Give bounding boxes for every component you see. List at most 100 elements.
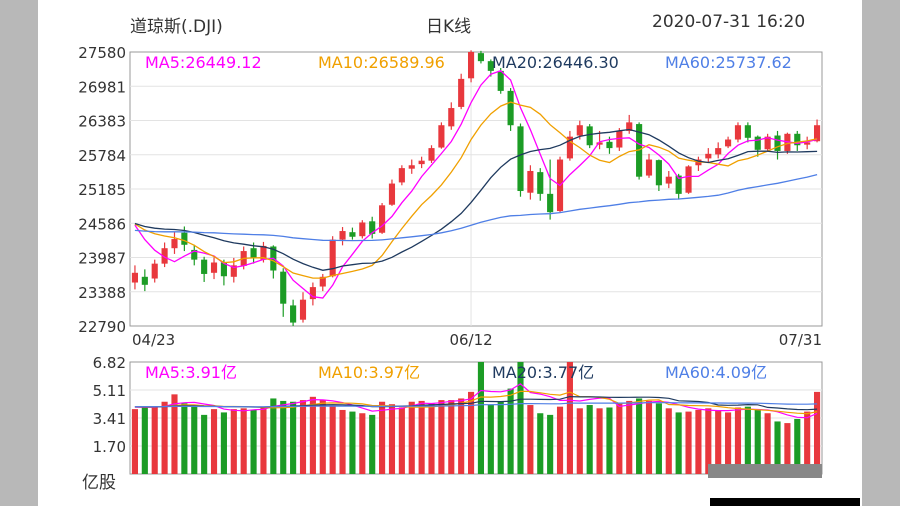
volume-bar (290, 401, 297, 474)
candle-body (250, 248, 257, 259)
volume-bar (131, 409, 139, 474)
candle-body (428, 148, 435, 161)
volume-bar (705, 408, 712, 474)
candle-body (734, 125, 742, 140)
volume-bar (141, 407, 148, 474)
candle-body (576, 125, 583, 136)
price-ma20-line (134, 128, 818, 271)
volume-bar (161, 401, 168, 474)
volume-bar (477, 362, 485, 474)
candle-body (487, 61, 494, 71)
candle-body (813, 125, 821, 142)
candle-body (586, 126, 593, 146)
price-ma5-line (134, 70, 818, 299)
volume-y-tick-label: 5.11 (93, 382, 126, 400)
volume-bar (596, 408, 603, 474)
volume-y-tick-label: 6.82 (93, 354, 126, 372)
volume-bar (458, 398, 465, 474)
volume-bar (339, 409, 346, 474)
candle-body (359, 222, 366, 237)
price-y-tick-label: 23388 (78, 284, 126, 302)
candle-body (467, 52, 475, 79)
volume-bar (754, 409, 761, 474)
candle-body (685, 166, 692, 193)
volume-bar (734, 407, 742, 474)
volume-bar (794, 418, 801, 474)
volume-bar (487, 405, 494, 474)
price-y-tick-label: 27580 (78, 44, 126, 62)
price-ma10-line (134, 101, 818, 279)
candle-body (794, 133, 801, 146)
volume-bar (240, 408, 247, 474)
volume-bar (151, 406, 158, 474)
period-label[interactable]: 日K线 (426, 17, 472, 37)
volume-overlay-strip (708, 464, 822, 478)
volume-bar (309, 396, 316, 474)
candle-body (161, 248, 168, 264)
candle-body (191, 249, 198, 260)
candle-body (141, 276, 148, 285)
candle-body (616, 130, 623, 148)
candle-body (210, 262, 218, 273)
candle-body (339, 231, 346, 240)
volume-unit-label: 亿股 (82, 473, 116, 493)
volume-bar (467, 391, 475, 474)
candle-body (477, 53, 485, 62)
volume-bar (171, 394, 178, 474)
volume-bar (645, 400, 653, 474)
volume-bar (428, 403, 435, 474)
volume-bar (527, 405, 534, 474)
candle-body (596, 142, 603, 145)
candle-body (388, 183, 396, 205)
volume-bar (408, 401, 415, 474)
price-y-tick-label: 25185 (78, 181, 126, 199)
candle-body (705, 153, 712, 159)
candle-body (290, 305, 297, 323)
price-ma-legend: MA10:26589.96 (318, 53, 445, 72)
volume-bar (201, 414, 208, 474)
price-ma-legend: MA5:26449.12 (145, 53, 262, 72)
candle-body (566, 136, 573, 159)
volume-bar (359, 413, 366, 474)
volume-bar (270, 398, 277, 474)
volume-ma60-line (134, 402, 818, 408)
volume-bar (230, 409, 237, 474)
volume-bar (388, 404, 396, 474)
volume-bar (616, 403, 623, 474)
candle-body (764, 136, 771, 150)
candle-body (230, 265, 237, 277)
candle-body (201, 259, 208, 274)
volume-ma-legend: MA5:3.91亿 (145, 363, 237, 382)
volume-bar (695, 409, 702, 474)
candle-body (744, 125, 751, 138)
candle-body (804, 142, 811, 145)
candle-body (547, 193, 554, 213)
candle-body (379, 205, 386, 233)
candle-body (448, 108, 455, 127)
candle-body (309, 287, 316, 300)
volume-bar (379, 401, 386, 474)
candle-body (299, 299, 307, 320)
volume-bar (319, 400, 326, 474)
volume-bar (626, 400, 633, 474)
datetime-label: 2020-07-31 16:20 (652, 12, 806, 32)
date-axis-label: 07/31 (779, 331, 822, 349)
candle-body (458, 78, 465, 107)
volume-bar (636, 398, 643, 474)
candle-body (398, 168, 405, 183)
price-ma60-line (134, 173, 818, 242)
volume-bar (369, 414, 376, 474)
candle-body (645, 159, 653, 176)
volume-bar (774, 421, 781, 474)
volume-bar (299, 400, 307, 474)
volume-bar (556, 406, 564, 474)
candle-body (507, 90, 514, 126)
candle-body (774, 135, 781, 151)
volume-bar (784, 423, 791, 474)
volume-bar (497, 401, 504, 474)
volume-bar (507, 388, 514, 474)
candle-body (408, 165, 415, 169)
volume-bar (438, 400, 445, 474)
volume-bar (517, 362, 524, 474)
